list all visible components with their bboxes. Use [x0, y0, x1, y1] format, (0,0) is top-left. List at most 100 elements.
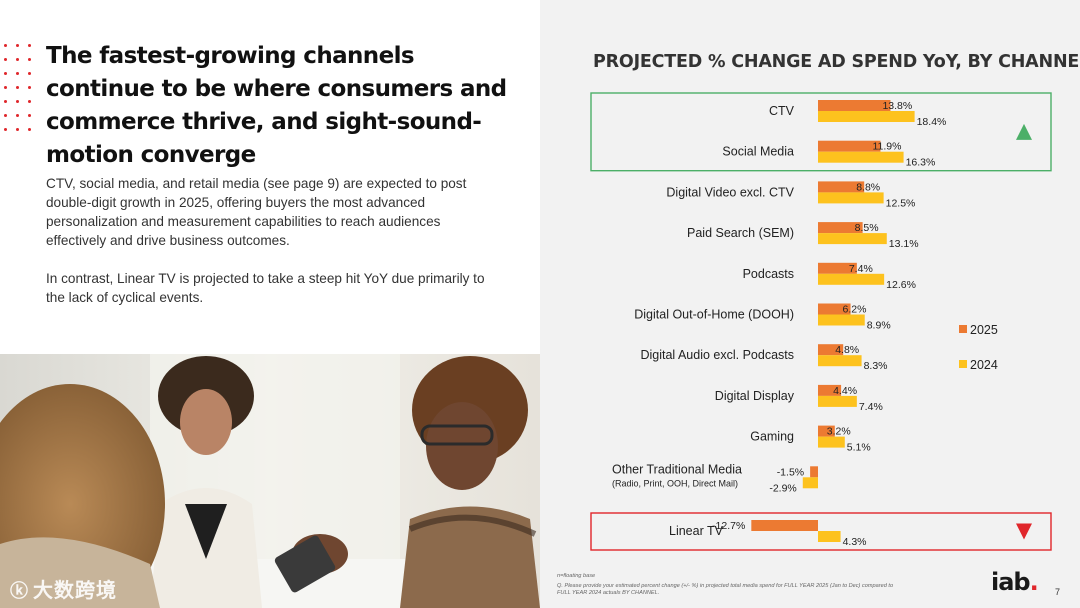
- data-label-2024: 16.3%: [906, 157, 936, 169]
- bar-2024: [818, 436, 845, 448]
- category-label: Gaming: [750, 430, 794, 444]
- data-label-2024: 18.4%: [917, 116, 947, 128]
- bar-2025: [818, 384, 842, 396]
- watermark: ⓚ 大数跨境: [10, 578, 117, 602]
- category-label: Digital Display: [715, 389, 795, 403]
- category-sublabel: (Radio, Print, OOH, Direct Mail): [612, 478, 738, 488]
- bar-2024: [818, 192, 884, 204]
- decor-dot: [16, 128, 19, 131]
- decor-dot: [28, 72, 31, 75]
- bar-2024: [818, 151, 904, 163]
- bar-2025: [818, 100, 891, 111]
- down-arrow-icon: [1016, 523, 1032, 540]
- data-label-2024: 4.3%: [843, 536, 867, 548]
- bar-2025: [818, 344, 844, 356]
- category-label: Digital Out-of-Home (DOOH): [634, 308, 794, 322]
- decor-dot: [16, 58, 19, 61]
- data-label-2025: -12.7%: [712, 520, 745, 532]
- page-number: 7: [1055, 587, 1061, 597]
- left-panel: The fastest-growing channels continue to…: [0, 43, 540, 608]
- decor-dot: [16, 114, 19, 117]
- decor-dot: [4, 58, 7, 61]
- category-label: Other Traditional Media: [612, 462, 742, 476]
- data-label-2025: 11.9%: [872, 141, 901, 153]
- bar-2025: [818, 181, 865, 193]
- data-label-2025: 8.5%: [855, 222, 879, 234]
- data-label-2024: 5.1%: [847, 442, 871, 454]
- data-label-2024: 12.6%: [886, 279, 916, 291]
- decor-dot: [28, 114, 31, 117]
- decor-dot: [4, 128, 7, 131]
- body-paragraph-2: In contrast, Linear TV is projected to t…: [46, 271, 485, 305]
- bar-2025: [810, 466, 818, 478]
- bar-chart: CTV 13.8% 18.4% Social Media 11.9% 16.3% Digit…: [590, 92, 1052, 551]
- right-panel: [540, 0, 1080, 608]
- footnote-base: n=floating base: [557, 573, 596, 579]
- legend-swatch-2025: [959, 325, 967, 333]
- bar-2024: [818, 395, 857, 407]
- decor-dot: [28, 86, 31, 89]
- up-arrow-icon: [1016, 123, 1032, 140]
- bar-2024: [818, 531, 841, 542]
- decor-dot: [16, 86, 19, 89]
- data-label-2025: 13.8%: [882, 100, 912, 112]
- bar-2024: [802, 477, 818, 489]
- data-label-2025: 4.8%: [835, 344, 859, 356]
- highlight-box-growth: [590, 92, 1052, 172]
- decor-dot: [28, 100, 31, 103]
- legend-label-2025: 2025: [970, 323, 998, 337]
- bar-2025: [818, 425, 835, 437]
- watermark-text: 大数跨境: [33, 578, 117, 602]
- highlight-box-decline: [590, 512, 1052, 551]
- data-label-2024: 8.3%: [864, 360, 888, 372]
- legend-label-2024: 2024: [970, 358, 998, 372]
- decor-dot: [28, 58, 31, 61]
- data-label-2024: 8.9%: [867, 320, 891, 332]
- data-label-2024: 12.5%: [886, 197, 916, 209]
- bar-2025: [818, 140, 881, 152]
- data-label-2024: -2.9%: [769, 482, 796, 494]
- category-label: Paid Search (SEM): [687, 226, 794, 240]
- data-label-2024: 7.4%: [859, 401, 883, 413]
- data-label-2025: 8.8%: [856, 181, 880, 193]
- bar-2025: [818, 303, 851, 315]
- decor-dot: [28, 44, 31, 47]
- bar-2025: [751, 520, 818, 531]
- bar-2025: [818, 262, 857, 274]
- body-paragraph-1: CTV, social media, and retail media (see…: [46, 176, 467, 248]
- decor-dot: [16, 72, 19, 75]
- category-label: Linear TV: [669, 524, 724, 538]
- decor-dot: [4, 44, 7, 47]
- chart-title: PROJECTED % CHANGE AD SPEND YoY, BY CHAN…: [593, 52, 1080, 72]
- category-label: Social Media: [722, 145, 794, 159]
- bar-2024: [818, 355, 862, 367]
- decor-dot: [4, 100, 7, 103]
- category-label: CTV: [769, 104, 795, 118]
- decor-dot: [16, 44, 19, 47]
- category-label: Podcasts: [743, 267, 794, 281]
- data-label-2025: 6.2%: [843, 304, 867, 316]
- bar-2024: [818, 111, 915, 122]
- decor-dot: [4, 72, 7, 75]
- decor-dot: [28, 128, 31, 131]
- meeting-photo: [0, 354, 540, 608]
- bar-2025: [818, 222, 863, 234]
- decor-dot: [16, 100, 19, 103]
- decor-dot: [4, 114, 7, 117]
- data-label-2025: 4.4%: [833, 385, 857, 397]
- category-label: Digital Video excl. CTV: [666, 185, 794, 199]
- data-label-2025: 3.2%: [827, 426, 851, 438]
- data-label-2025: 7.4%: [849, 263, 873, 275]
- iab-logo: iab.: [991, 568, 1039, 596]
- bar-2024: [818, 233, 887, 245]
- category-label: Digital Audio excl. Podcasts: [640, 348, 794, 362]
- slide-title: The fastest-growing channels continue to…: [46, 43, 507, 168]
- data-label-2025: -1.5%: [777, 466, 804, 478]
- dot-grid-decoration: [4, 44, 34, 140]
- legend-swatch-2024: [959, 360, 967, 368]
- logo-text: iab: [991, 568, 1031, 596]
- footnote-question: Q. Please provide your estimated percent…: [557, 583, 894, 596]
- decor-dot: [4, 86, 7, 89]
- bar-2024: [818, 273, 885, 285]
- bar-2024: [818, 314, 865, 326]
